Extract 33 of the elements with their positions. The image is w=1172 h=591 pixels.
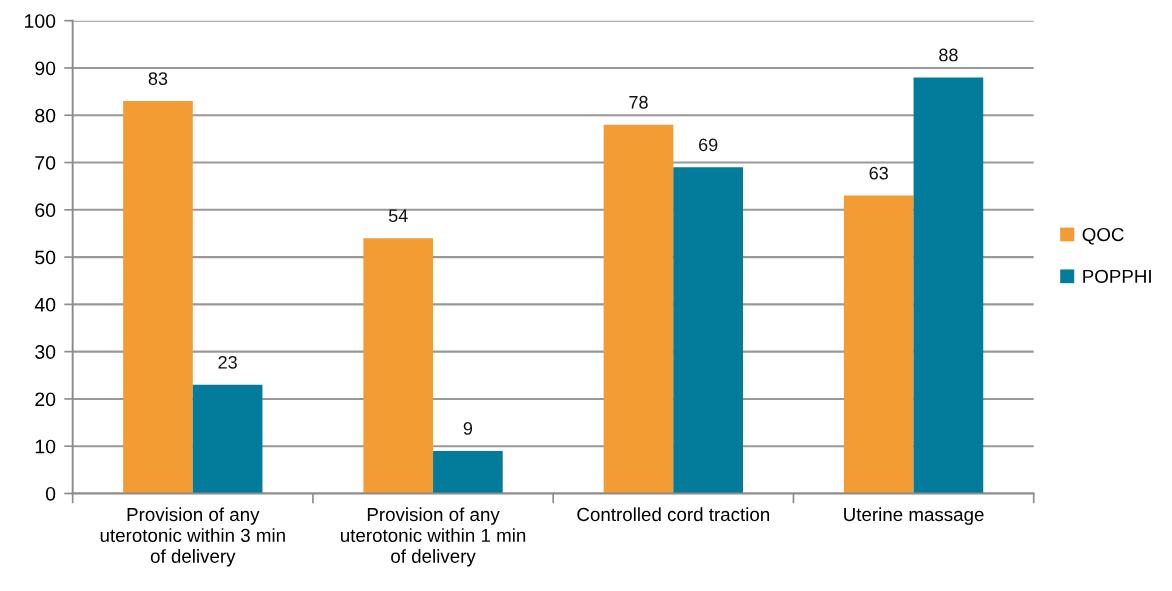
y-tick-label: 60	[35, 203, 56, 218]
data-label: 54	[388, 209, 408, 223]
data-label: 83	[148, 72, 168, 85]
bar	[433, 450, 503, 494]
bar	[192, 384, 263, 494]
x-tick-label: Provision of any uterotonic within 3 min of delivery	[100, 507, 285, 567]
y-tick-label: 0	[45, 486, 56, 501]
bar	[673, 167, 743, 494]
y-tick-label: 40	[34, 297, 56, 312]
data-label: 88	[939, 48, 958, 62]
bar	[843, 195, 914, 494]
data-label: 23	[218, 355, 237, 369]
data-label: 78	[629, 95, 648, 109]
y-tick-label: 90	[35, 61, 56, 76]
y-tick-label: 20	[35, 392, 56, 407]
data-label: 63	[869, 166, 888, 180]
y-tick-label: 100	[25, 14, 56, 28]
y-tick-label: 70	[35, 155, 56, 170]
legend-label: QOC	[1082, 227, 1124, 245]
y-tick-label: 30	[35, 345, 56, 359]
data-label: 9	[463, 422, 473, 435]
x-tick-label: Uterine massage	[844, 507, 984, 525]
legend-label: POPPHI	[1083, 269, 1151, 284]
y-tick-label: 10	[35, 439, 56, 454]
y-tick-label: 80	[35, 108, 56, 123]
bar	[123, 101, 193, 494]
bar	[913, 77, 984, 494]
y-tick-label: 50	[35, 250, 56, 265]
data-label: 69	[699, 138, 718, 152]
x-tick-label: Provision of any uterotonic within 1 min of delivery	[341, 507, 526, 567]
bar	[603, 124, 674, 494]
bar	[363, 238, 434, 494]
x-tick-label: Controlled cord traction	[577, 507, 770, 522]
